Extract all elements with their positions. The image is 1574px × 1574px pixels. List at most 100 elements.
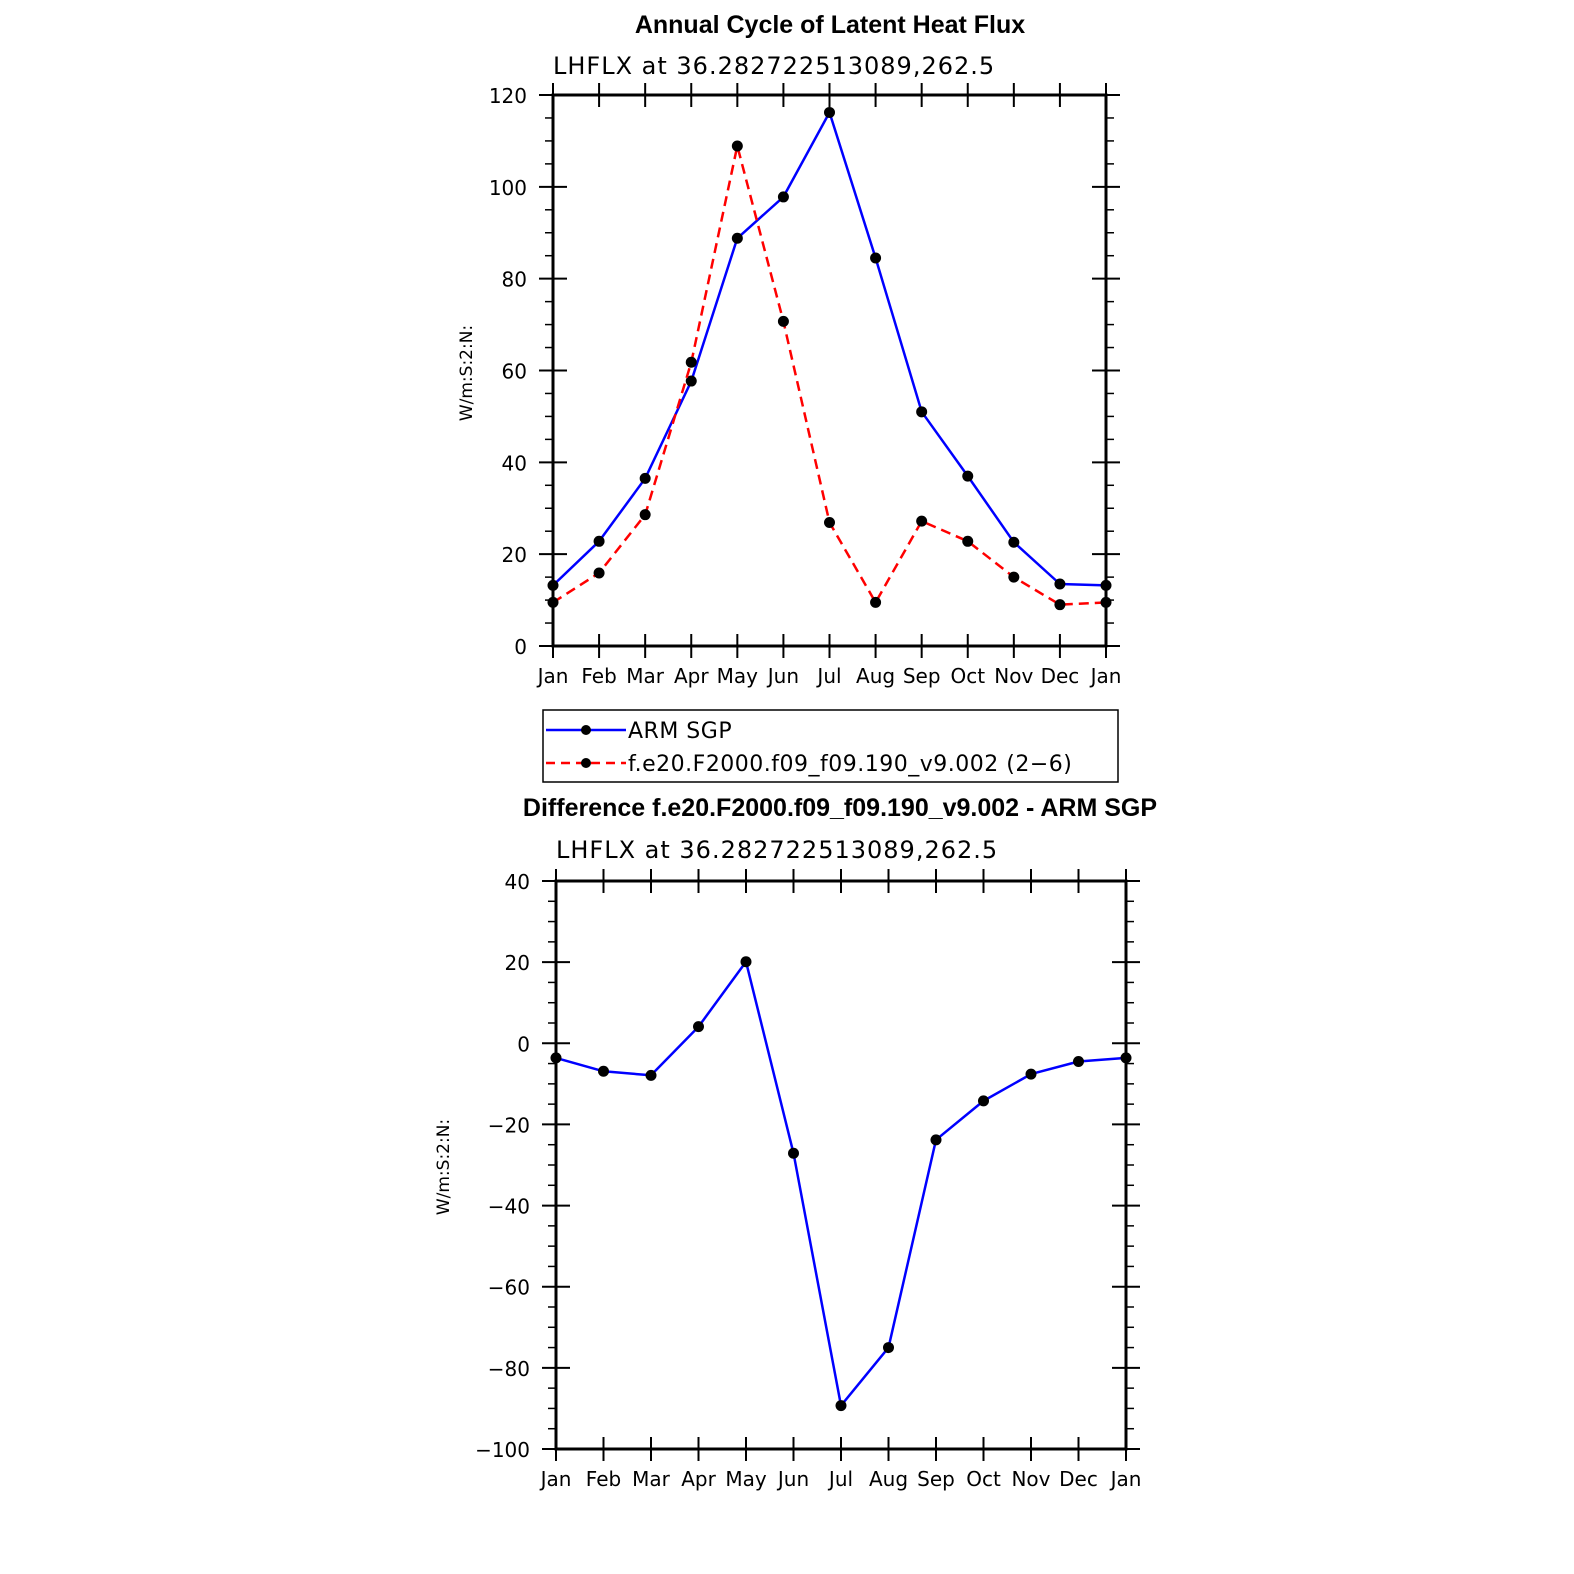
data-point (1054, 599, 1066, 611)
data-point (870, 596, 882, 608)
chart-subtitle: LHFLX at 36.282722513089,262.5 (553, 52, 995, 80)
x-tick-label: Dec (1059, 1467, 1098, 1491)
x-tick-label: Jun (776, 1467, 809, 1491)
legend-label: f.e20.F2000.f09_f09.190_v9.002 (2−6) (628, 752, 1072, 777)
data-point (916, 406, 928, 418)
axis-ticks (542, 869, 1140, 1461)
x-tick-label: Feb (581, 664, 616, 688)
axis-ticks (539, 83, 1120, 658)
y-tick-label: 0 (517, 1032, 530, 1056)
chart-title: Annual Cycle of Latent Heat Flux (635, 11, 1025, 39)
data-point (1025, 1068, 1037, 1080)
y-tick-label: 100 (489, 176, 527, 200)
x-tick-label: Aug (856, 664, 895, 688)
y-tick-label: −60 (488, 1276, 530, 1300)
data-point (930, 1134, 942, 1146)
x-tick-label: Nov (994, 664, 1033, 688)
data-point (1073, 1056, 1084, 1068)
data-point (962, 470, 974, 482)
x-tick-label: Jan (1109, 1467, 1142, 1491)
data-point (788, 1147, 799, 1159)
x-tick-label: Apr (674, 664, 709, 688)
chart-subtitle: LHFLX at 36.282722513089,262.5 (556, 836, 998, 864)
data-point (777, 315, 789, 327)
data-point (824, 516, 835, 528)
x-tick-label: Oct (950, 664, 985, 688)
annual-cycle-chart: Annual Cycle of Latent Heat Flux LHFLX a… (457, 11, 1122, 783)
x-tick-label: Jul (827, 1467, 853, 1491)
data-point (598, 1065, 609, 1077)
series-line (552, 111, 1107, 587)
data-point (777, 191, 789, 203)
data-point (685, 356, 697, 368)
legend-box (542, 709, 1119, 783)
data-point (883, 1342, 894, 1354)
x-tick-label: Jan (539, 1467, 572, 1491)
x-tick-label: May (725, 1467, 767, 1491)
difference-chart: Difference f.e20.F2000.f09_f09.190_v9.00… (434, 794, 1157, 1491)
data-point (1054, 578, 1066, 590)
x-tick-label: May (717, 664, 759, 688)
data-point (740, 956, 752, 968)
x-tick-label: Mar (626, 664, 665, 688)
legend-entry-model: f.e20.F2000.f09_f09.190_v9.002 (2−6) (546, 752, 1072, 777)
y-tick-label: −40 (488, 1195, 530, 1219)
x-tick-label: Feb (586, 1467, 621, 1491)
y-tick-label: 60 (502, 360, 527, 384)
y-tick-label: 40 (502, 451, 527, 475)
legend: ARM SGP f.e20.F2000.f09_f09.190_v9.002 (… (542, 709, 1119, 783)
y-tick-label: −20 (488, 1113, 530, 1137)
x-tick-label: Nov (1011, 1467, 1050, 1491)
series-line (555, 960, 1127, 1407)
data-point (731, 232, 743, 244)
y-axis-label: W/m:S:2:N: (457, 325, 477, 421)
x-tick-label: Apr (681, 1467, 716, 1491)
x-tick-label: Sep (903, 664, 941, 688)
data-point (835, 1400, 847, 1412)
y-tick-label: −100 (475, 1438, 530, 1462)
data-point (1008, 571, 1020, 583)
x-tick-label: Aug (869, 1467, 908, 1491)
y-tick-label: 120 (489, 84, 527, 108)
data-point (593, 567, 605, 579)
y-axis-label: W/m:S:2:N: (434, 1119, 454, 1215)
y-tick-label: 20 (505, 951, 530, 975)
series-line (552, 144, 1107, 606)
x-tick-labels: Jan Feb Mar Apr May Jun Jul Aug Sep Oct Nov Dec Jan (536, 664, 1122, 688)
chart-title: Difference f.e20.F2000.f09_f09.190_v9.00… (523, 794, 1157, 822)
data-point (645, 1069, 657, 1081)
x-tick-label: Jan (1089, 664, 1122, 688)
x-tick-label: Jun (766, 664, 799, 688)
plot-series (547, 106, 1112, 611)
data-point (824, 106, 835, 118)
data-point (639, 472, 651, 484)
y-tick-label: −80 (488, 1357, 530, 1381)
plot-frame (551, 93, 1108, 648)
x-tick-label: Jan (536, 664, 569, 688)
data-point (962, 535, 974, 547)
data-point (593, 535, 605, 547)
plot-series (550, 956, 1132, 1412)
data-point (731, 140, 743, 152)
y-tick-label: 80 (502, 268, 527, 292)
y-tick-labels: −100 −80 −60 −40 −20 0 20 40 (475, 870, 530, 1462)
y-tick-labels: 0 20 40 60 80 100 120 (489, 84, 527, 659)
x-tick-label: Dec (1041, 664, 1080, 688)
x-tick-label: Mar (632, 1467, 671, 1491)
legend-label: ARM SGP (628, 719, 732, 744)
legend-entry-arm-sgp: ARM SGP (546, 719, 732, 744)
data-point (916, 515, 928, 527)
y-tick-label: 20 (502, 543, 527, 567)
plot-frame (554, 879, 1128, 1451)
x-tick-labels: Jan Feb Mar Apr May Jun Jul Aug Sep Oct Nov Dec Jan (539, 1467, 1142, 1491)
data-point (978, 1095, 989, 1107)
data-point (693, 1021, 704, 1033)
data-point (870, 252, 882, 264)
data-point (685, 375, 697, 387)
y-tick-label: 0 (514, 635, 527, 659)
x-tick-label: Jul (815, 664, 841, 688)
data-point (1008, 536, 1020, 548)
x-tick-label: Sep (917, 1467, 955, 1491)
x-tick-label: Oct (966, 1467, 1001, 1491)
